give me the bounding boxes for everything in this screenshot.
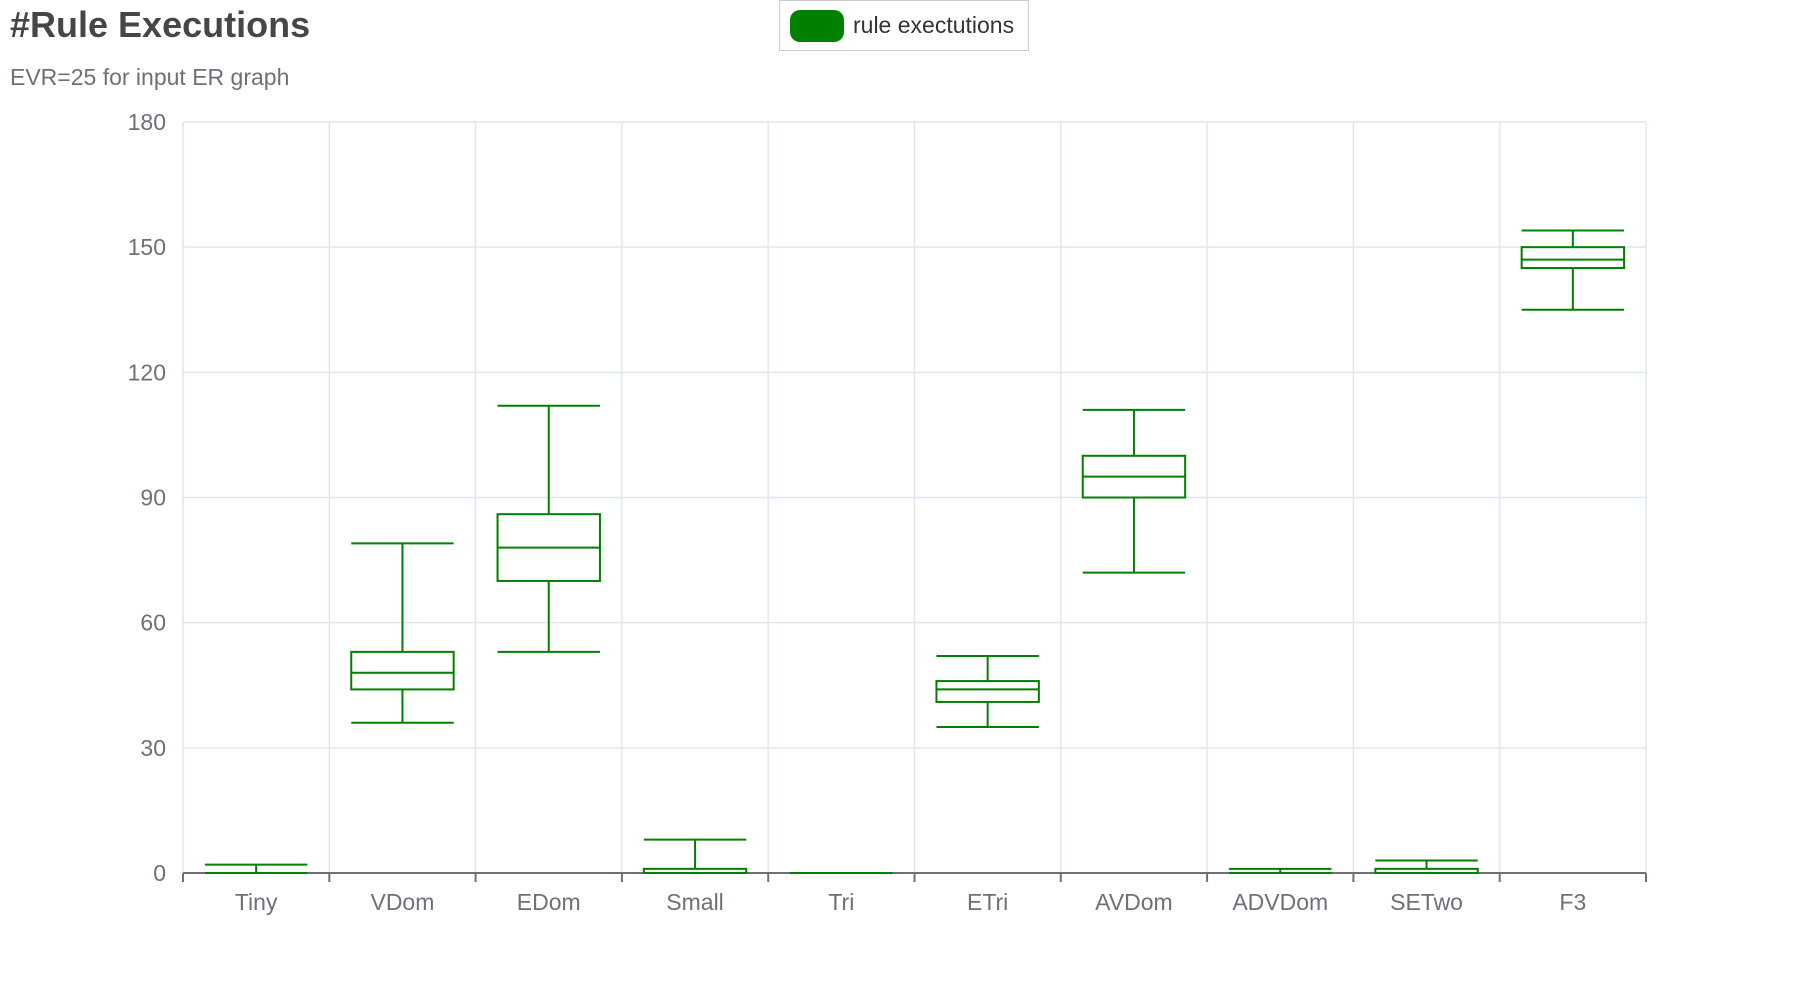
x-tick-label: F3 [1559,889,1586,915]
x-tick-label: AVDom [1095,889,1173,915]
y-tick-label: 90 [140,485,166,511]
box-tiny [204,863,308,874]
x-tick-label: ETri [967,889,1008,915]
chart-title: #Rule Executions [10,4,311,45]
iqr-box [1520,246,1626,270]
box-avdom [1081,408,1187,574]
x-tick-label: Small [666,889,724,915]
axis-layer: 0 30 60 90 120 150 180 Tiny VDom EDom Small Tri ETri… [128,109,1647,915]
box-edom [496,404,601,653]
x-tick-label: ADVDom [1232,889,1328,915]
box-layer [204,229,1626,874]
y-tick-label: 120 [128,359,166,385]
y-tick-label: 30 [140,735,166,761]
box-f3 [1520,229,1626,311]
x-tick-label: VDom [370,889,434,915]
box-advdom [1229,867,1332,874]
legend-label: rule exectutions [853,12,1015,38]
box-small [642,838,748,874]
legend-swatch [790,9,844,42]
x-tick-label: EDom [517,889,581,915]
x-tick-label: Tri [828,889,854,915]
y-tick-label: 180 [128,109,166,135]
box-vdom [350,542,455,724]
box-setwo [1374,859,1479,874]
y-tick-label: 150 [128,234,166,260]
x-tick-label: Tiny [235,889,278,915]
iqr-box [935,680,1040,703]
box-etri [935,655,1040,728]
chart-subtitle: EVR=25 for input ER graph [10,64,290,90]
y-tick-label: 0 [153,860,166,886]
iqr-box [350,650,455,691]
legend[interactable]: rule exectutions [779,0,1029,51]
y-tick-label: 60 [140,610,166,636]
grid-layer [182,121,1647,873]
x-tick-label: SETwo [1390,889,1463,915]
